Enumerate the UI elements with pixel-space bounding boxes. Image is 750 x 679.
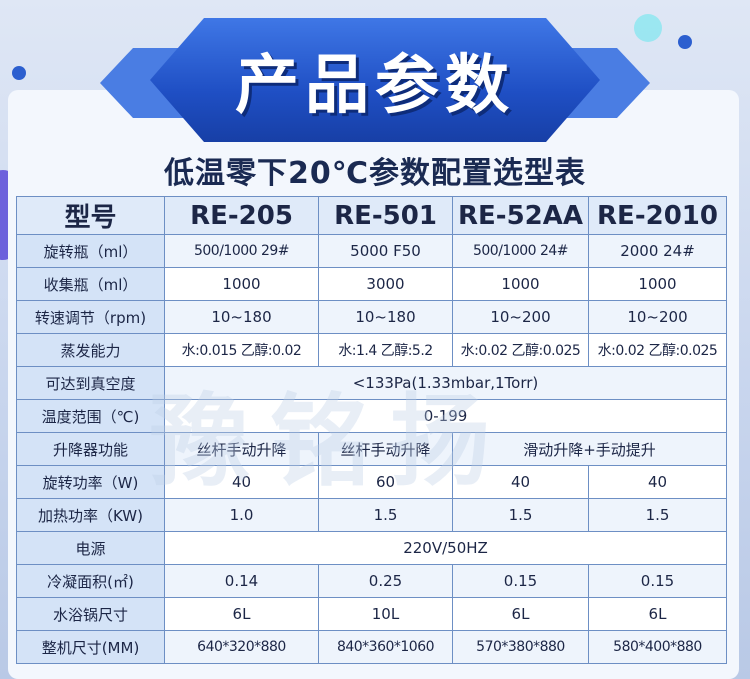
table-cell: 10~200	[588, 300, 727, 334]
page-title: 产品参数	[235, 49, 515, 123]
table-cell: 6L	[452, 597, 589, 631]
table-cell: 500/1000 24#	[452, 234, 589, 268]
table-row: 加热功率（KW) 1.0 1.5 1.5 1.5	[16, 498, 727, 532]
table-row: 整机尺寸(MM) 640*320*880 840*360*1060 570*38…	[16, 630, 727, 664]
table-cell: 40	[452, 465, 589, 499]
decor-bubble-blue-small	[678, 35, 692, 49]
model-header: RE-2010	[588, 196, 727, 235]
table-row: 可达到真空度 <133Pa(1.33mbar,1Torr)	[16, 366, 727, 400]
table-cell: 1.5	[588, 498, 727, 532]
table-cell-span: <133Pa(1.33mbar,1Torr)	[164, 366, 727, 400]
row-label: 温度范围（℃)	[16, 399, 165, 433]
table-row: 升降器功能 丝杆手动升降 丝杆手动升降 滑动升降+手动提升	[16, 432, 727, 466]
table-cell: 570*380*880	[452, 630, 589, 664]
table-cell: 640*320*880	[164, 630, 319, 664]
table-row: 温度范围（℃) 0-199	[16, 399, 727, 433]
row-label: 可达到真空度	[16, 366, 165, 400]
table-cell: 6L	[164, 597, 319, 631]
table-row: 水浴锅尺寸 6L 10L 6L 6L	[16, 597, 727, 631]
table-cell: 3000	[318, 267, 453, 301]
row-label: 整机尺寸(MM)	[16, 630, 165, 664]
model-header: RE-205	[164, 196, 319, 235]
table-row: 冷凝面积(㎡) 0.14 0.25 0.15 0.15	[16, 564, 727, 598]
table-cell: 丝杆手动升降	[164, 432, 319, 466]
table-cell: 6L	[588, 597, 727, 631]
table-row: 蒸发能力 水:0.015 乙醇:0.02 水:1.4 乙醇:5.2 水:0.02…	[16, 333, 727, 367]
decor-bubble-cyan	[634, 14, 662, 42]
table-cell: 40	[588, 465, 727, 499]
table-row: 电源 220V/50HZ	[16, 531, 727, 565]
table-row: 旋转功率（W) 40 60 40 40	[16, 465, 727, 499]
table-cell: 1.5	[318, 498, 453, 532]
table-subtitle: 低温零下20℃参数配置选型表	[163, 156, 587, 191]
table-cell: 10~180	[164, 300, 319, 334]
row-label: 蒸发能力	[16, 333, 165, 367]
table-cell: 水:1.4 乙醇:5.2	[318, 333, 453, 367]
table-cell: 5000 F50	[318, 234, 453, 268]
table-cell: 840*360*1060	[318, 630, 453, 664]
table-cell: 1.5	[452, 498, 589, 532]
table-cell: 500/1000 29#	[164, 234, 319, 268]
row-label: 旋转功率（W)	[16, 465, 165, 499]
table-cell: 10~180	[318, 300, 453, 334]
banner-ribbon: 产品参数	[150, 18, 600, 142]
row-label: 收集瓶（ml）	[16, 267, 165, 301]
row-label: 冷凝面积(㎡)	[16, 564, 165, 598]
title-banner: 产品参数	[100, 18, 650, 142]
table-cell: 0.15	[452, 564, 589, 598]
table-cell: 丝杆手动升降	[318, 432, 453, 466]
table-cell: 580*400*880	[588, 630, 727, 664]
table-cell: 0.25	[318, 564, 453, 598]
spec-table: 型号 RE-205 RE-501 RE-52AA RE-2010 旋转瓶（ml）…	[16, 196, 727, 664]
table-cell-span: 220V/50HZ	[164, 531, 727, 565]
table-cell: 10L	[318, 597, 453, 631]
row-label: 转速调节（rpm)	[16, 300, 165, 334]
table-cell: 40	[164, 465, 319, 499]
table-cell: 1000	[588, 267, 727, 301]
table-cell: 水:0.015 乙醇:0.02	[164, 333, 319, 367]
row-label: 加热功率（KW)	[16, 498, 165, 532]
table-cell: 1000	[164, 267, 319, 301]
table-header-row: 型号 RE-205 RE-501 RE-52AA RE-2010	[16, 196, 727, 235]
row-label: 旋转瓶（ml）	[16, 234, 165, 268]
table-cell: 0.14	[164, 564, 319, 598]
table-cell: 1000	[452, 267, 589, 301]
header-label: 型号	[16, 196, 165, 235]
table-cell: 10~200	[452, 300, 589, 334]
decor-bubble-blue	[12, 66, 26, 80]
table-cell: 60	[318, 465, 453, 499]
row-label: 电源	[16, 531, 165, 565]
row-label: 升降器功能	[16, 432, 165, 466]
table-cell: 1.0	[164, 498, 319, 532]
table-cell: 水:0.02 乙醇:0.025	[588, 333, 727, 367]
table-row: 旋转瓶（ml） 500/1000 29# 5000 F50 500/1000 2…	[16, 234, 727, 268]
table-cell-span: 滑动升降+手动提升	[452, 432, 727, 466]
table-cell: 水:0.02 乙醇:0.025	[452, 333, 589, 367]
table-cell: 2000 24#	[588, 234, 727, 268]
row-label: 水浴锅尺寸	[16, 597, 165, 631]
model-header: RE-52AA	[452, 196, 589, 235]
table-cell: 0.15	[588, 564, 727, 598]
table-cell-span: 0-199	[164, 399, 727, 433]
model-header: RE-501	[318, 196, 453, 235]
table-row: 收集瓶（ml） 1000 3000 1000 1000	[16, 267, 727, 301]
table-row: 转速调节（rpm) 10~180 10~180 10~200 10~200	[16, 300, 727, 334]
